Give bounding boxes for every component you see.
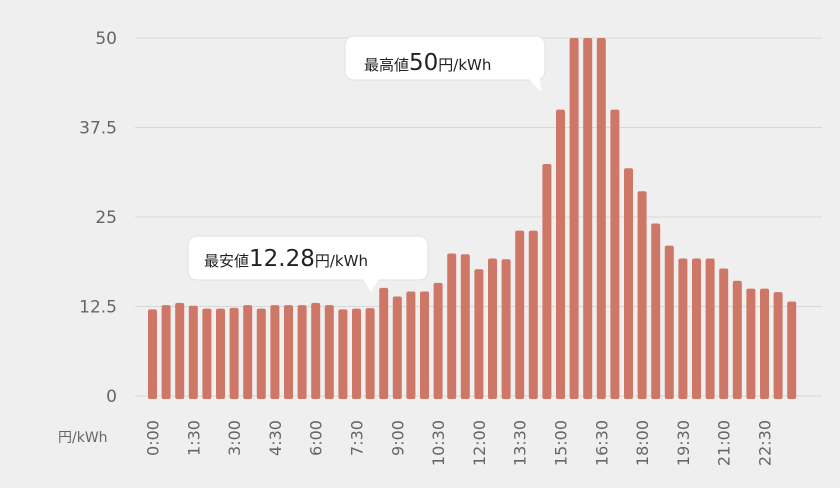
bar-0:00[interactable] [148,309,157,399]
y-tick-label: 0 [106,387,117,407]
bar-9:00[interactable] [392,296,402,399]
bar-6:30[interactable] [324,305,334,399]
bar-1:00[interactable] [175,302,185,399]
min-label-value: 12.28 [249,246,315,272]
bar-15:00[interactable] [556,109,565,399]
x-tick-label: 7:30 [348,420,367,456]
bar-10:30[interactable] [433,282,443,399]
bar-0:30[interactable] [161,305,171,399]
bar-15:30[interactable] [569,38,579,399]
x-tick-label: 10:30 [429,420,448,466]
x-tick-label: 19:30 [674,420,693,466]
x-tick-label: 12:00 [470,420,489,466]
bar-8:00[interactable] [365,308,375,399]
bar-18:30[interactable] [651,223,661,399]
bar-11:30[interactable] [460,254,470,399]
x-tick-label: 6:00 [307,420,326,456]
bar-22:30[interactable] [760,288,769,399]
bar-23:30[interactable] [787,301,797,399]
bar-18:00[interactable] [637,191,647,399]
max-price-callout: 最高値50円/kWh [344,35,546,92]
y-tick-label: 25 [95,208,117,228]
x-tick-label: 1:30 [184,420,203,456]
bar-11:00[interactable] [447,253,457,399]
bar-8:30[interactable] [379,287,389,399]
x-tick-label: 18:00 [633,420,652,466]
bar-3:30[interactable] [243,305,253,399]
bar-7:30[interactable] [352,308,361,399]
bar-23:00[interactable] [773,292,783,399]
bar-3:00[interactable] [229,307,239,399]
unit-label: 円/kWh [58,430,108,446]
svg-text:最高値50円/kWh: 最高値50円/kWh [364,50,491,76]
x-tick-label: 13:30 [511,420,530,466]
bar-19:00[interactable] [664,245,674,399]
min-price-callout: 最安値12.28円/kWh [187,235,429,292]
y-tick-label: 37.5 [79,119,117,139]
bar-20:00[interactable] [692,258,701,399]
bar-5:30[interactable] [297,305,307,399]
bar-10:00[interactable] [420,291,429,399]
bar-1:30[interactable] [188,305,198,399]
y-tick-label: 12.5 [79,298,117,318]
bar-2:30[interactable] [216,308,225,399]
bar-5:00[interactable] [284,305,293,399]
x-tick-label: 21:00 [715,420,734,466]
bar-16:00[interactable] [583,38,593,399]
bar-17:00[interactable] [610,109,620,399]
svg-text:最安値12.28円/kWh: 最安値12.28円/kWh [204,246,368,272]
bar-12:30[interactable] [488,258,497,399]
y-axis: 0 12.5 25 37.5 50 [79,29,117,407]
bar-14:30[interactable] [542,164,552,399]
bar-9:30[interactable] [406,291,416,399]
bar-14:00[interactable] [528,230,538,399]
bar-21:30[interactable] [732,280,742,399]
max-label-prefix: 最高値 [364,56,409,74]
bar-13:30[interactable] [515,230,525,399]
bar-19:30[interactable] [678,258,688,399]
x-tick-label: 15:00 [552,420,571,466]
bar-17:30[interactable] [624,168,633,399]
bar-21:00[interactable] [719,268,729,399]
x-tick-label: 3:00 [225,420,244,456]
min-label-prefix: 最安値 [204,252,249,270]
bar-4:30[interactable] [270,305,280,399]
bar-6:00[interactable] [311,302,321,399]
x-tick-label: 22:30 [756,420,775,466]
x-tick-label: 4:30 [266,420,285,456]
bar-16:30[interactable] [596,38,606,399]
x-tick-label: 0:00 [144,420,163,456]
bar-7:00[interactable] [338,309,348,399]
x-tick-label: 16:30 [592,420,611,466]
max-label-value: 50 [409,50,438,76]
bar-12:00[interactable] [474,269,484,399]
y-tick-label: 50 [95,29,117,49]
x-tick-label: 9:00 [388,420,407,456]
bar-20:30[interactable] [705,258,715,399]
x-axis: 0:00 1:30 3:00 4:30 6:00 7:30 9:00 10:30 12:00 13… [144,420,775,466]
bar-13:00[interactable] [501,259,511,399]
max-label-unit: 円/kWh [438,56,491,74]
bar-22:00[interactable] [746,288,756,399]
min-label-unit: 円/kWh [315,252,368,270]
bar-2:00[interactable] [202,308,212,399]
bars [148,38,797,399]
bar-4:00[interactable] [256,308,266,399]
